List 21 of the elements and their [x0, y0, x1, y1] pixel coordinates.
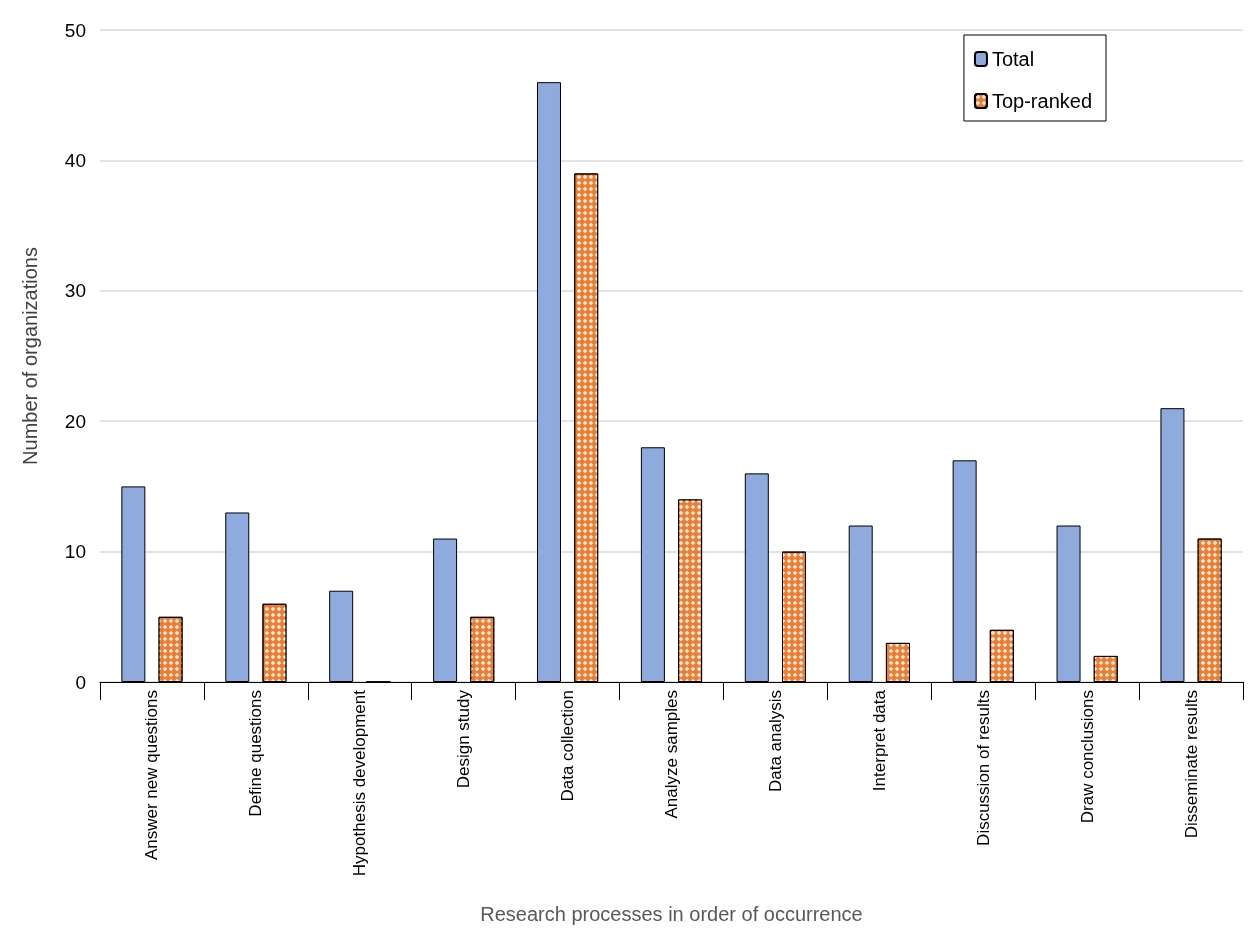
y-tick-label: 50 [64, 19, 86, 41]
y-tick-label: 30 [64, 280, 86, 302]
y-tick-label: 20 [64, 410, 86, 432]
y-tick-label: 0 [75, 671, 86, 693]
x-axis-title: Research processes in order of occurrence [480, 903, 863, 925]
x-tick-label: Answer new questions [142, 690, 162, 861]
y-tick-label: 10 [64, 541, 86, 563]
x-tick-label: Design study [454, 689, 474, 789]
x-tick-label: Data collection [558, 690, 578, 802]
x-tick-label: Draw conclusions [1077, 690, 1097, 824]
x-tick-label: Data analysis [765, 690, 785, 793]
legend-label: Total [991, 48, 1035, 70]
x-tick-label: Discussion of results [973, 690, 993, 846]
x-tick-label: Define questions [246, 690, 266, 817]
y-axis-title: Number of organizations [19, 247, 41, 465]
legend-label: Top-ranked [991, 90, 1092, 112]
x-tick-label: Interpret data [869, 689, 889, 792]
x-tick-label: Analyze samples [662, 690, 681, 819]
x-tick-label: Hypothesis development [350, 689, 370, 877]
x-tick-label: Disseminate results [1181, 690, 1201, 839]
y-tick-label: 40 [64, 149, 86, 171]
